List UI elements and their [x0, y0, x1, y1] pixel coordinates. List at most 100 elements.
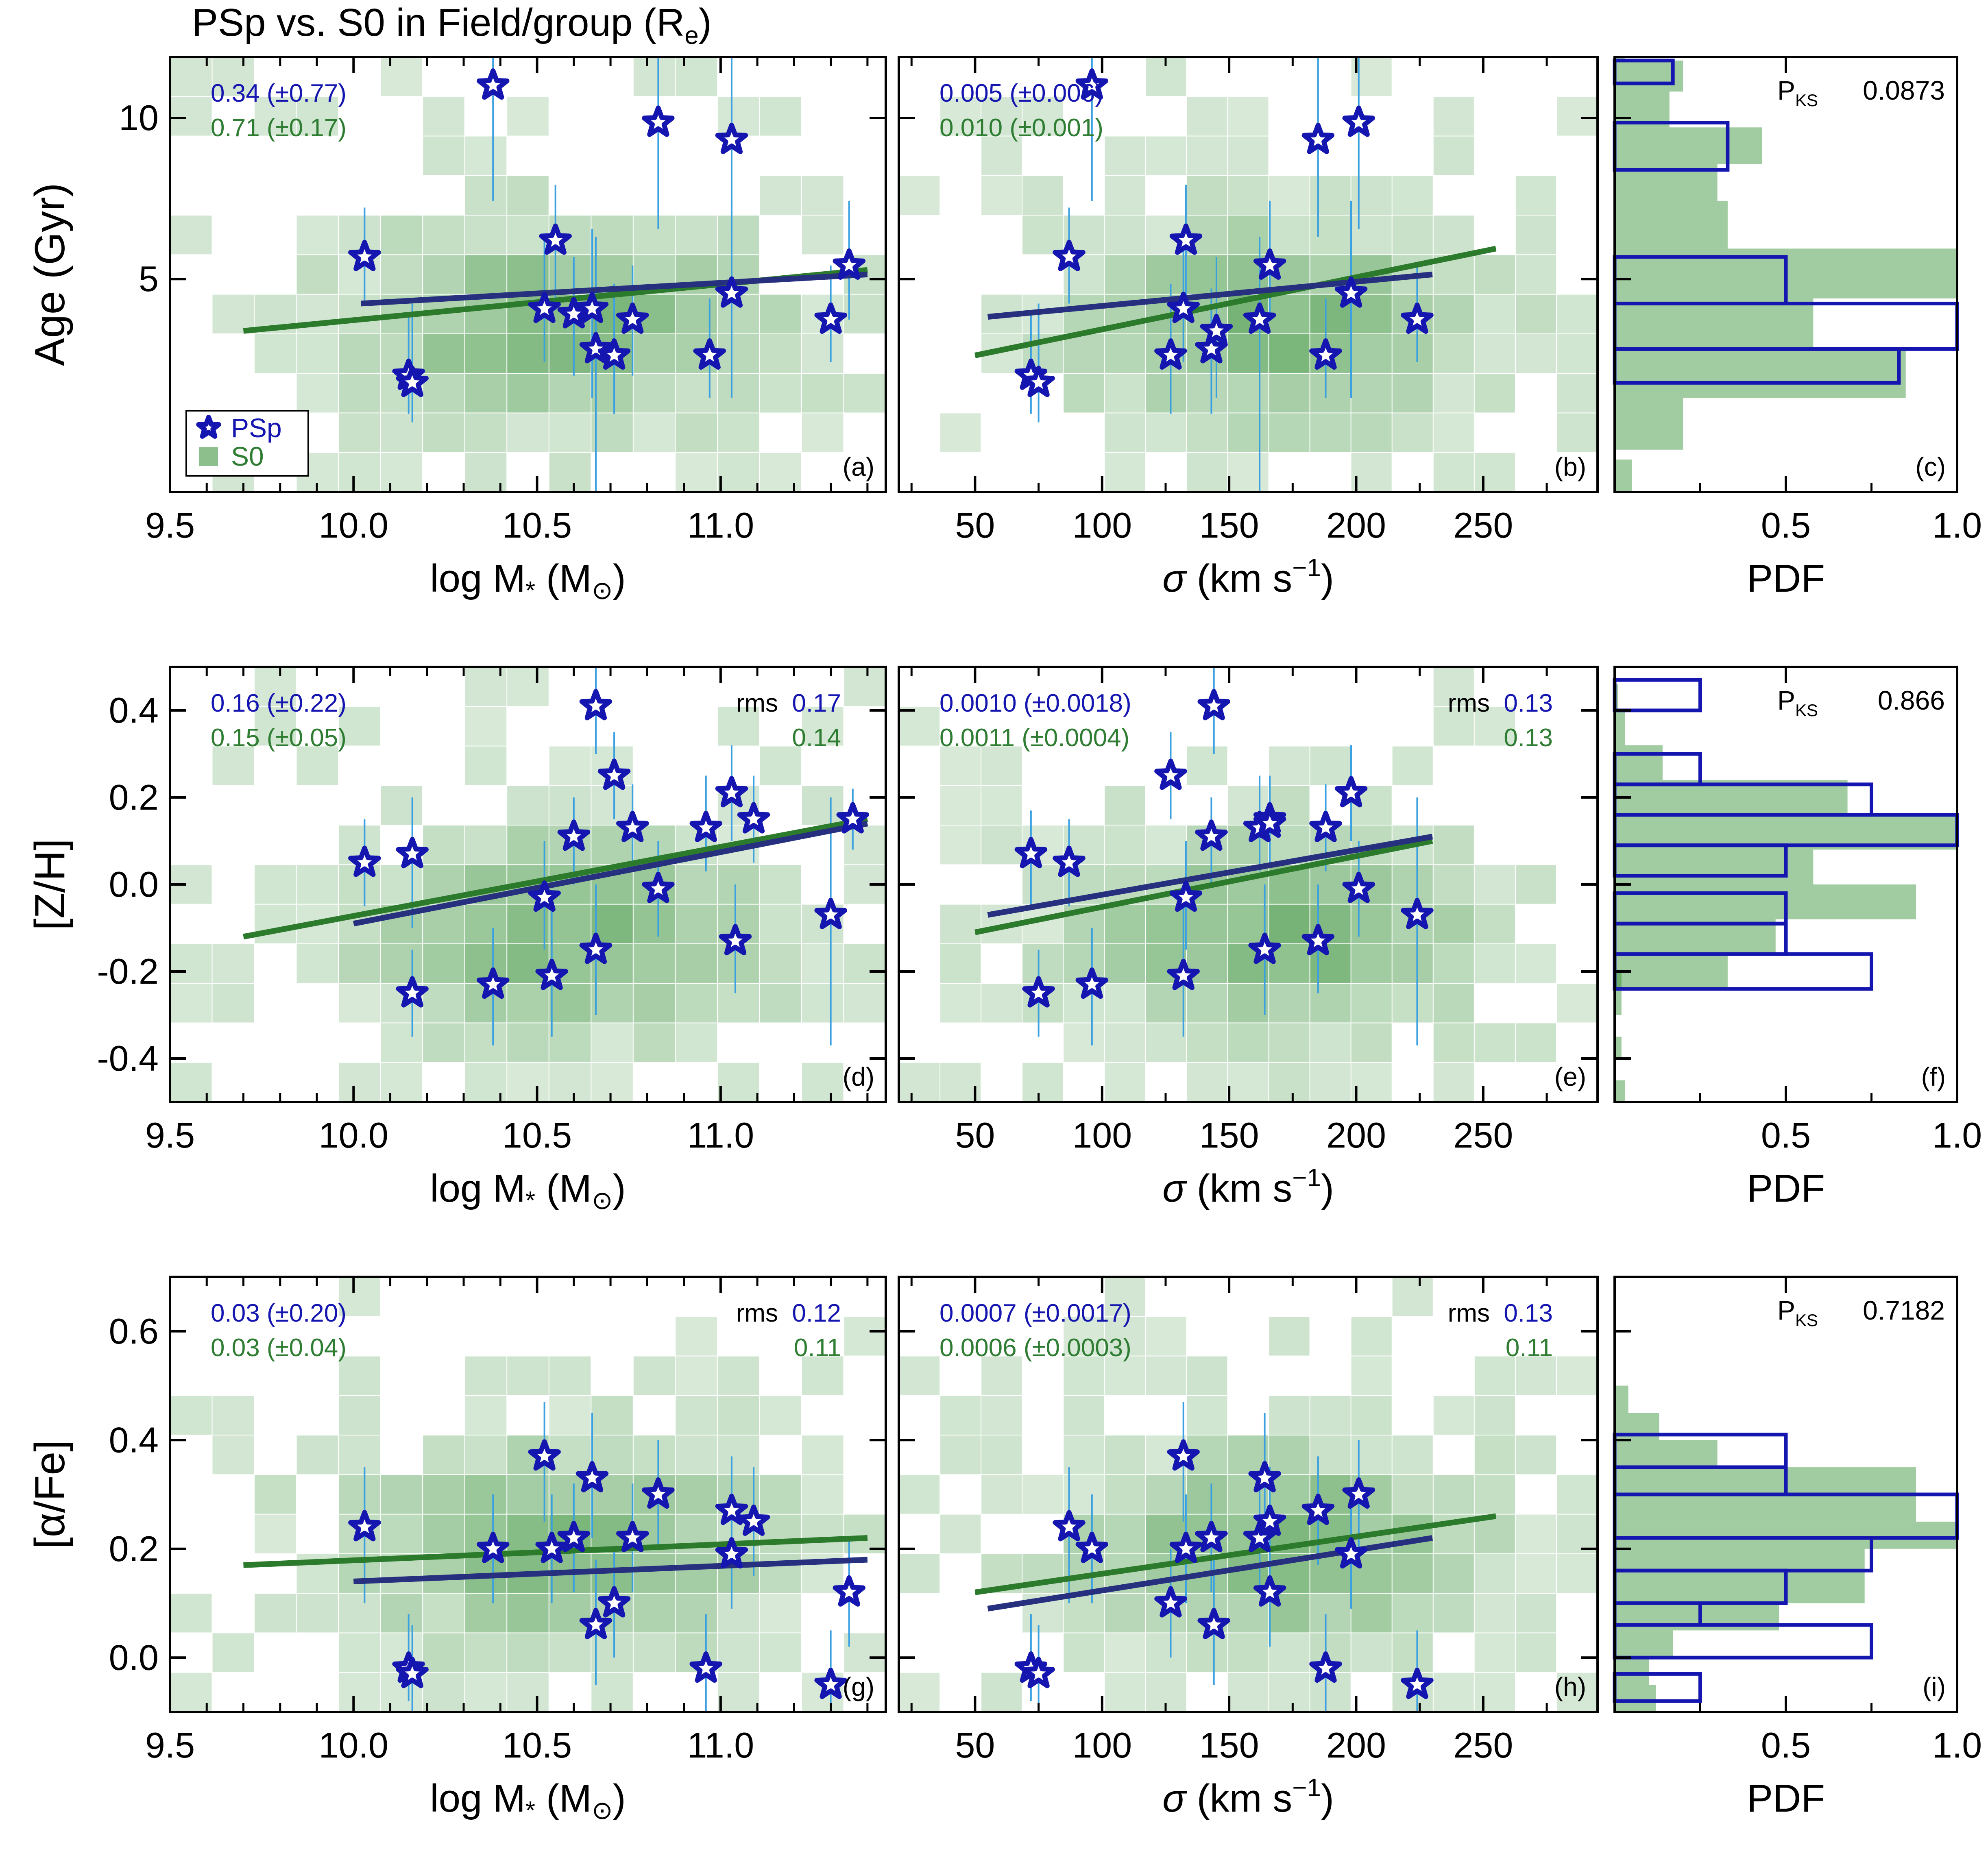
s0-density-cell	[1105, 1277, 1145, 1316]
s0-density-cell	[1105, 176, 1145, 215]
s0-density-cell	[1515, 1633, 1556, 1672]
s0-density-cell	[1515, 1023, 1556, 1062]
panel-letter: (b)	[1554, 452, 1586, 481]
s0-density-cell	[465, 944, 507, 983]
s0-density-cell	[1022, 97, 1063, 136]
s0-density-cell	[1515, 1514, 1556, 1553]
s0-density-cell	[549, 1594, 591, 1633]
s0-density-cell	[899, 1673, 940, 1712]
s0-density-cell	[1351, 374, 1392, 413]
s0-density-cell	[717, 865, 759, 904]
psp-star-marker	[1301, 924, 1334, 956]
s0-density-cell	[1105, 1317, 1145, 1356]
s0-pdf-bar	[1615, 1440, 1718, 1468]
psp-star-marker	[579, 932, 613, 964]
legend-s0-swatch	[199, 447, 218, 466]
s0-density-cell	[507, 413, 549, 452]
s0-density-cell	[981, 786, 1022, 825]
s0-density-cell	[1022, 1475, 1063, 1514]
s0-density-cell	[1228, 374, 1269, 413]
s0-density-cell	[255, 667, 296, 706]
x-tick-label: 1.0	[1932, 1115, 1982, 1155]
s0-density-cell	[1269, 1435, 1310, 1474]
s0-density-cell	[1310, 1514, 1351, 1553]
s0-density-cell	[676, 1475, 717, 1514]
s0-density-cell	[717, 707, 759, 746]
s0-pdf-bar	[1615, 349, 1906, 398]
s0-density-cell	[507, 255, 549, 294]
psp-star-marker	[616, 302, 649, 334]
s0-density-cell	[717, 1435, 759, 1474]
psp-star-marker	[1022, 366, 1055, 397]
psp-star-marker	[1197, 689, 1230, 721]
pks-value: 0.866	[1878, 685, 1945, 715]
s0-density-cell	[1105, 334, 1145, 373]
psp-fit-slope: 0.0007 (±0.0017)	[940, 1299, 1131, 1327]
s0-density-cell	[802, 786, 844, 825]
psp-star-marker	[1075, 967, 1108, 999]
s0-density-cell	[1105, 1063, 1145, 1102]
s0-density-cell	[1310, 1063, 1351, 1102]
s0-density-cell	[1146, 1317, 1186, 1356]
y-tick-label: 0.0	[109, 1637, 159, 1677]
s0-density-cell	[1228, 1023, 1269, 1062]
psp-star-marker	[1167, 958, 1200, 990]
x-tick-label: 0.5	[1761, 1725, 1811, 1765]
s0-density-cell	[507, 1356, 549, 1395]
s0-density-cell	[1515, 255, 1556, 294]
x-tick-label: 10.5	[502, 505, 572, 545]
s0-density-cell	[1228, 136, 1269, 175]
s0-density-cell	[339, 334, 380, 373]
psp-fit-slope: 0.0010 (±0.0018)	[940, 689, 1131, 717]
s0-density-cell	[1556, 1554, 1597, 1593]
s0-density-cell	[1433, 136, 1474, 175]
s0-density-cell	[676, 1594, 717, 1633]
s0-density-cell	[1105, 786, 1145, 825]
s0-density-cell	[1556, 1514, 1597, 1553]
s0-density-cell	[381, 413, 423, 452]
psp-star-marker	[1253, 1575, 1286, 1607]
s0-density-cell	[549, 786, 591, 825]
s0-fit-line	[974, 838, 1433, 935]
s0-density-cell	[1351, 453, 1392, 492]
s0-density-cell	[844, 984, 885, 1023]
s0-density-cell	[1269, 1673, 1310, 1712]
x-axis-title: PDF	[1747, 557, 1825, 600]
s0-density-cell	[1392, 865, 1433, 904]
s0-density-cell	[1474, 707, 1515, 746]
psp-star-marker	[642, 871, 675, 903]
psp-star-marker	[1309, 338, 1342, 370]
x-tick-label: 9.5	[145, 1115, 195, 1155]
s0-rms-value: 0.14	[792, 724, 841, 752]
s0-density-cell	[381, 786, 423, 825]
psp-star-marker	[579, 332, 613, 364]
s0-density-cell	[1105, 413, 1145, 452]
s0-density-cell	[844, 1633, 885, 1672]
s0-density-cell	[212, 944, 254, 983]
s0-density-cell	[1474, 1554, 1515, 1593]
s0-density-cell	[1022, 216, 1063, 255]
rms-label: rms	[1448, 1299, 1490, 1327]
s0-density-cell	[676, 1554, 717, 1593]
s0-pdf-bar	[1615, 1685, 1656, 1712]
s0-density-cell	[1474, 1435, 1515, 1474]
s0-pdf-bar	[1615, 1467, 1916, 1494]
psp-star-marker	[557, 819, 591, 851]
s0-density-cell	[981, 984, 1022, 1023]
s0-pdf-bar	[1615, 993, 1622, 1015]
s0-density-cell	[423, 97, 464, 136]
panel-f: 0.5 1.0 PDF PKS 0.866 (f)	[1613, 666, 1982, 1210]
s0-density-cell	[802, 984, 844, 1023]
s0-density-cell	[940, 944, 981, 983]
s0-density-cell	[255, 1594, 296, 1633]
s0-density-cell	[844, 294, 885, 333]
panel-plot-area	[899, 667, 1597, 1102]
s0-density-cell	[255, 1475, 296, 1514]
s0-density-cell	[1310, 1594, 1351, 1633]
x-tick-label: 50	[955, 1725, 995, 1765]
psp-star-marker	[1053, 845, 1086, 877]
s0-density-cell	[1433, 984, 1474, 1023]
s0-density-cell	[1269, 1633, 1310, 1672]
psp-star-marker	[715, 776, 748, 808]
